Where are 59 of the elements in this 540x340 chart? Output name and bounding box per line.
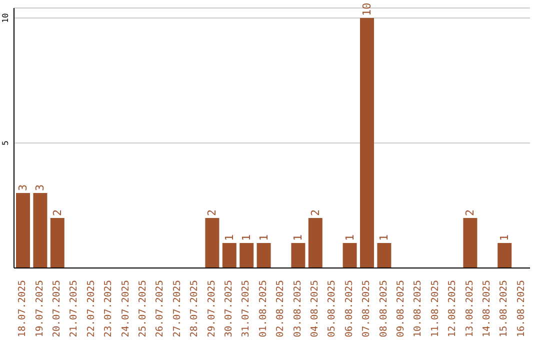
x-tick-label: 05.08.2025 <box>326 280 338 338</box>
bar <box>308 218 322 268</box>
x-tick-label: 13.08.2025 <box>464 280 476 338</box>
bar <box>205 218 220 268</box>
x-tick-label: 04.08.2025 <box>310 280 320 338</box>
x-tick-label: 19.07.2025 <box>34 280 46 338</box>
x-tick-label: 30.07.2025 <box>224 280 234 338</box>
bar <box>16 193 30 268</box>
data-label: 10 <box>360 2 374 16</box>
bar <box>463 218 478 268</box>
x-tick-label: 06.08.2025 <box>344 280 355 338</box>
x-tick-label: 21.07.2025 <box>68 280 80 338</box>
x-tick-label: 29.07.2025 <box>206 280 218 338</box>
x-tick-label: 12.08.2025 <box>447 280 458 338</box>
data-label: 1 <box>378 234 391 241</box>
x-tick-label: 15.08.2025 <box>498 280 510 338</box>
data-label: 2 <box>464 209 477 216</box>
x-tick-label: 03.08.2025 <box>292 280 304 338</box>
x-tick-label: 27.07.2025 <box>172 280 183 338</box>
bar <box>291 243 306 268</box>
data-label: 3 <box>16 184 30 191</box>
bar <box>377 243 392 268</box>
data-label: 3 <box>34 184 47 191</box>
bar <box>256 243 271 268</box>
x-tick-label: 31.07.2025 <box>240 280 252 338</box>
bar <box>342 243 357 268</box>
x-tick-label: 02.08.2025 <box>275 280 286 338</box>
x-tick-label: 11.08.2025 <box>430 280 441 338</box>
data-label: 1 <box>222 234 236 241</box>
x-tick-label: 23.07.2025 <box>103 280 114 338</box>
x-tick-label: 14.08.2025 <box>482 280 492 338</box>
x-tick-label: 26.07.2025 <box>154 280 166 338</box>
data-label: 1 <box>498 234 512 241</box>
data-label: 1 <box>240 234 254 241</box>
bar <box>360 18 374 268</box>
x-tick-label: 18.07.2025 <box>17 280 28 338</box>
x-tick-label: 24.07.2025 <box>120 280 132 338</box>
x-tick-label: 07.08.2025 <box>361 280 372 338</box>
bar <box>33 193 48 268</box>
data-label: 2 <box>308 209 322 216</box>
x-tick-label: 10.08.2025 <box>412 280 424 338</box>
bar <box>50 218 64 268</box>
y-tick-label: 5 <box>1 140 10 146</box>
data-label: 1 <box>292 234 305 241</box>
bar <box>240 243 254 268</box>
x-tick-label: 20.07.2025 <box>52 280 62 338</box>
data-label: 1 <box>257 234 270 241</box>
x-tick-label: 25.07.2025 <box>138 280 148 338</box>
x-tick-label: 08.08.2025 <box>378 280 390 338</box>
x-tick-label: 28.07.2025 <box>189 280 200 338</box>
x-tick-label: 09.08.2025 <box>396 280 406 338</box>
data-label: 1 <box>343 234 356 241</box>
x-tick-label: 22.07.2025 <box>86 280 97 338</box>
data-label: 2 <box>50 209 64 216</box>
x-tick-label: 01.08.2025 <box>258 280 269 338</box>
bar <box>222 243 236 268</box>
data-label: 2 <box>206 209 219 216</box>
bar <box>498 243 512 268</box>
x-tick-label: 16.08.2025 <box>516 280 527 338</box>
